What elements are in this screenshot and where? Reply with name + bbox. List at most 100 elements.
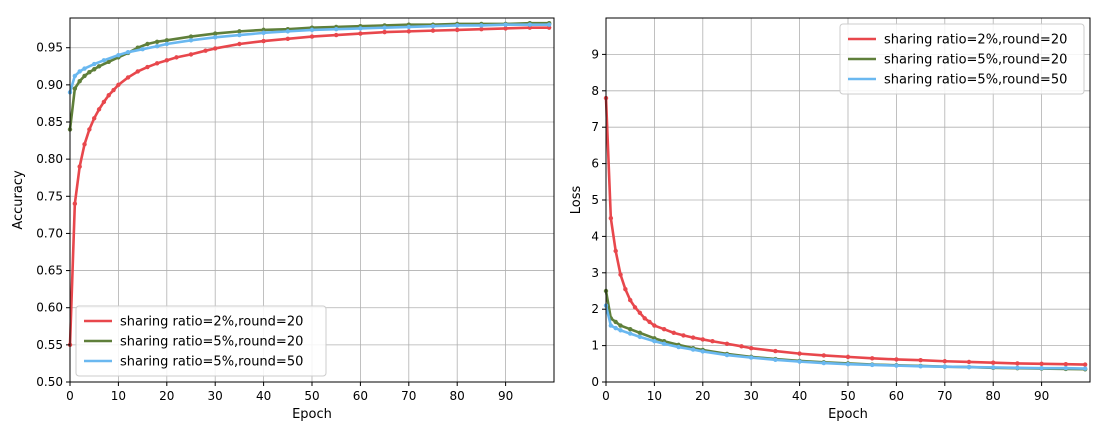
data-point [724,352,730,358]
data-point [632,305,638,310]
data-point [261,30,266,36]
y-tick-label: 0.75 [36,189,63,203]
data-point [749,355,754,360]
data-point [382,25,387,30]
data-point [1063,365,1069,371]
data-point [116,52,121,58]
data-point [1015,365,1020,371]
data-point [237,41,242,47]
data-point [111,87,116,93]
data-point [406,24,411,30]
x-tick-label: 90 [1034,389,1049,403]
data-point [870,356,875,361]
data-point [203,48,208,53]
data-point [942,364,947,369]
y-tick-label: 0.60 [36,301,63,315]
x-tick-label: 10 [111,389,126,403]
x-tick-label: 30 [208,389,223,403]
data-point [1082,362,1088,367]
series-3 [603,303,1088,371]
data-point [96,107,102,112]
data-point [77,69,82,74]
data-point [92,67,97,72]
data-point [690,347,696,352]
data-point [870,362,875,368]
data-point [991,365,996,370]
data-point [164,41,169,47]
data-point [637,310,643,316]
x-axis-label: Epoch [828,407,868,422]
series-1 [603,95,1088,367]
x-tick-label: 0 [602,389,610,403]
legend-label: sharing ratio=5%,round=50 [120,355,303,370]
y-tick-label: 1 [591,339,599,353]
y-tick-label: 0.90 [36,78,63,92]
data-point [749,345,754,351]
data-point [125,49,131,55]
data-point [700,337,705,342]
data-point [106,93,111,98]
data-point [106,59,111,65]
series-1 [67,25,552,348]
x-tick-label: 70 [401,389,416,403]
data-point [1082,366,1088,371]
series-3 [67,22,552,95]
data-point [845,354,851,360]
data-point [637,330,643,336]
data-point [642,316,647,321]
x-tick-label: 80 [450,389,465,403]
data-point [613,325,618,331]
data-point [154,44,160,49]
data-point [710,339,715,344]
y-tick-label: 7 [591,120,599,134]
data-point [652,323,657,328]
series-line [604,98,1086,366]
data-point [406,29,411,34]
data-point [613,319,618,325]
y-tick-label: 0 [591,375,599,389]
data-point [613,248,618,254]
data-point [140,47,145,52]
y-tick-label: 5 [591,193,599,207]
data-point [154,61,160,66]
data-point [700,349,705,354]
data-point [116,82,121,88]
data-point [479,26,484,32]
data-point [618,323,623,328]
data-point [382,29,387,35]
y-axis-label: Loss [569,186,584,215]
x-tick-label: 60 [353,389,368,403]
data-point [358,26,363,31]
data-point [821,353,826,358]
data-point [797,351,802,356]
y-tick-label: 0.70 [36,226,63,240]
data-point [671,330,676,336]
data-point [503,26,508,31]
y-axis-label: Accuracy [11,170,26,230]
data-point [285,36,290,41]
data-point [145,41,150,47]
x-tick-label: 20 [695,389,710,403]
legend-box [75,305,327,377]
data-point [690,335,696,340]
data-point [334,32,339,38]
y-tick-label: 2 [591,302,599,316]
data-point [797,359,802,364]
x-tick-label: 20 [159,389,174,403]
y-tick-label: 0.50 [36,375,63,389]
data-point [676,344,681,350]
series-line [68,23,550,93]
data-point [213,46,218,51]
data-point [82,66,87,71]
data-point [334,26,339,32]
x-tick-label: 80 [986,389,1001,403]
data-point [77,78,82,84]
data-point [628,327,633,332]
data-point [188,34,194,39]
ticks: 0 10 20 30 40 50 60 70 80 90 0 1 2 3 4 5 6 7 8 9 [591,47,1049,403]
data-point [821,360,826,366]
ticks: 0 10 20 30 40 50 60 70 80 90 0.50 0.55 0.60 0.65 0.70 0… [36,41,513,403]
data-point [77,164,82,169]
y-tick-label: 8 [591,84,599,98]
data-point [87,70,92,75]
